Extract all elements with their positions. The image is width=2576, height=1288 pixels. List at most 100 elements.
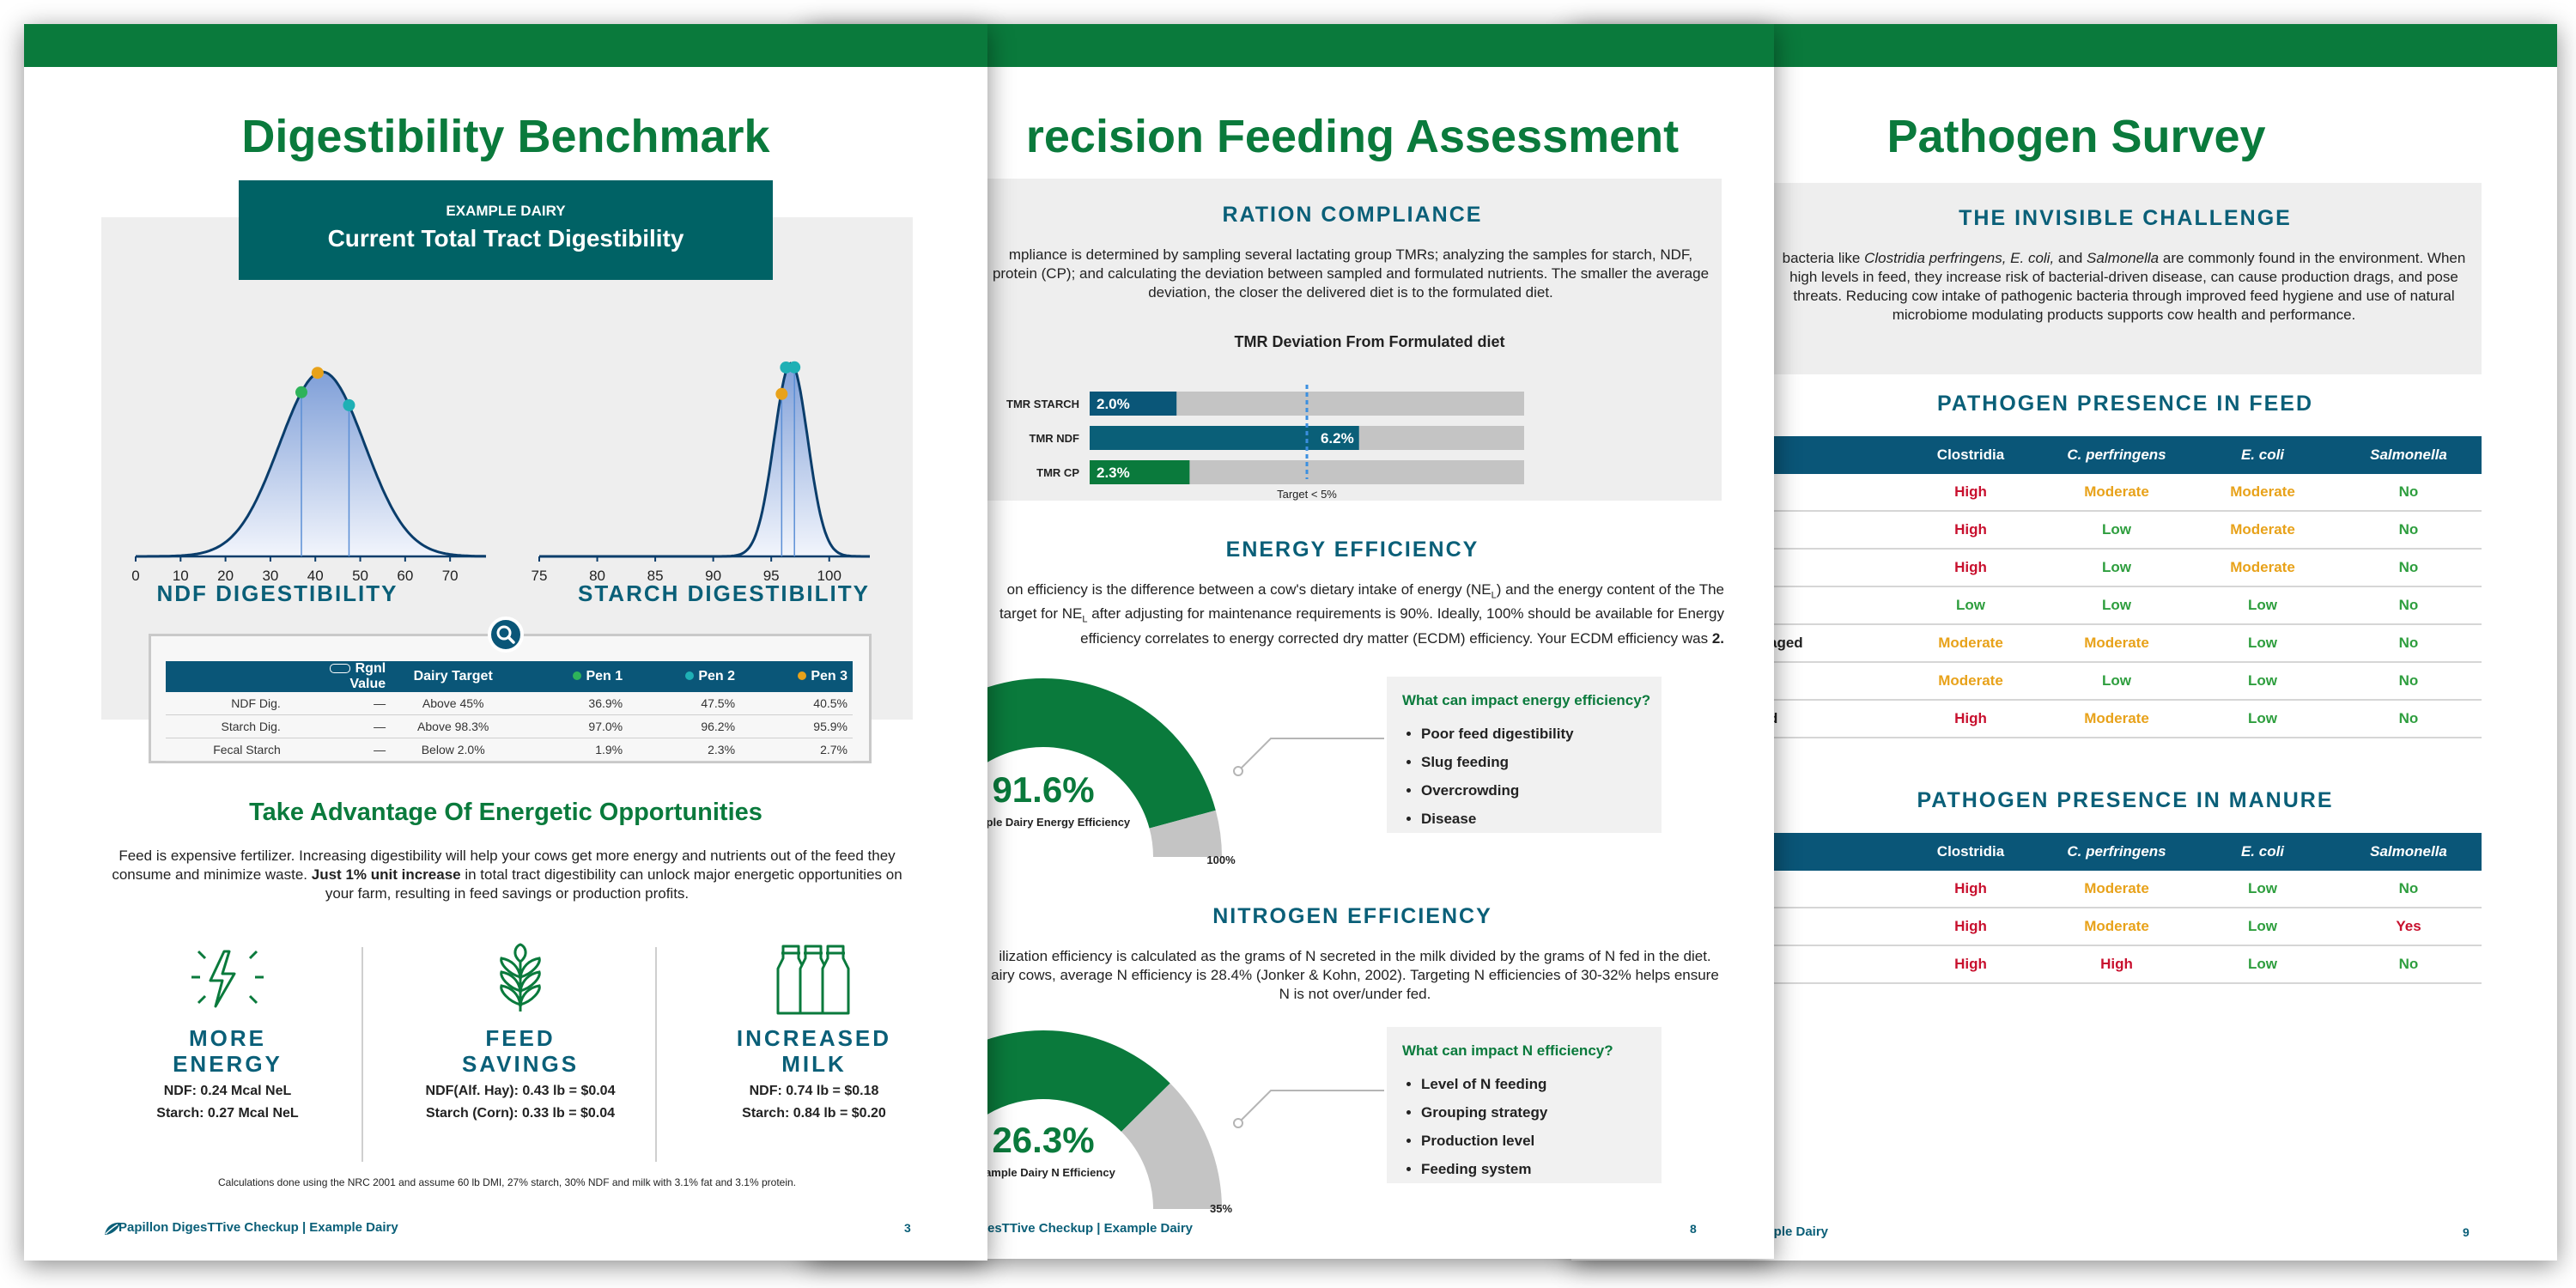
bar-value-label: 2.0% [1097,396,1130,412]
challenge-text-3: are commonly found in the environment. W… [1789,250,2466,323]
table-cell: Low [2190,624,2336,663]
starch-tick-label: 85 [647,568,664,584]
nitrogen-paragraph: ilization efficiency is calculated as th… [991,948,1719,1002]
table-cell: Low [2044,662,2190,701]
energy-paragraph: on efficiency is the difference between … [987,580,1724,648]
bar-value-label: 6.2% [1321,430,1354,447]
callout-item: Slug feeding [1421,748,1662,776]
ray-line [197,950,207,960]
bar-fill [1090,460,1190,484]
search-badge[interactable] [488,617,524,653]
table-cell: 36.9% [515,692,629,715]
row-label [1769,662,1898,701]
opportunities-heading: Take Advantage Of Energetic Opportunitie… [249,799,762,826]
tmr-chart-title: TMR Deviation From Formulated diet [1234,333,1505,350]
table-cell: Above 45% [391,692,516,715]
table-cell: No [2336,474,2482,512]
column-header-0: Clostridia [1898,833,2044,871]
dot-icon [798,671,807,680]
table-cell: Moderate [1898,662,2044,701]
nitrogen-gauge-label: Example Dairy N Efficiency [971,1166,1115,1179]
energy-text-4: after adjusting for maintenance requirem… [1091,605,1674,623]
table-cell: Below 2.0% [391,738,516,762]
column-header-1: C. perfringens [2044,436,2190,474]
bar-label: TMR STARCH [1006,398,1079,410]
page-pathogen-survey: Pathogen Survey THE INVISIBLE CHALLENGE … [1571,24,2557,1261]
column-header-text: Clostridia [1936,843,2005,860]
column-header-3: Salmonella [2336,833,2482,871]
ndf-pen-dot [343,398,355,411]
bottle-shape [821,945,850,1015]
nitrogen-factor-list: Level of N feedingGrouping strategyProdu… [1402,1070,1662,1183]
energy-callout: What can impact energy efficiency? Poor … [1387,677,1662,833]
column-header-text: E. coli [2240,447,2285,463]
callout-item: Grouping strategy [1421,1098,1662,1127]
starch-tick-label: 95 [763,568,780,584]
row-label [1769,871,1898,908]
table-cell: Moderate [2044,624,2190,663]
table-cell: Low [2190,908,2336,946]
benefit-line-1: NDF: 0.74 lb = $0.18 [749,1084,879,1098]
starch-distribution-area [539,363,870,556]
benefit-1: MORE ENERGY NDF: 0.24 Mcal NeL Starch: 0.27… [82,943,374,1125]
row-label [1769,511,1898,550]
ndf-pen-dot [311,367,324,380]
starch-pen-dot [775,387,788,400]
page-number: 9 [2463,1225,2470,1239]
table-cell: High [1898,474,2044,512]
top-leaf [513,943,527,963]
page-number: 3 [904,1221,911,1235]
right-leaf [519,984,541,1007]
row-label [1769,945,1898,984]
table-row: High Low Moderate No [1769,549,2482,587]
ndf-tick-label: 60 [397,568,413,584]
benefit-line-1: NDF(Alf. Hay): 0.43 lb = $0.04 [425,1084,616,1098]
benefit-3: INCREASED MILK NDF: 0.74 lb = $0.18 Starch:… [668,943,960,1125]
table-cell: 1.9% [515,738,629,762]
page-title: Pathogen Survey [1886,111,2266,162]
manure-pathogen-table: Clostridia C. perfringens E. coli Salmonell… [1769,833,2482,984]
column-header-2: E. coli [2190,833,2336,871]
callout-item: Level of N feeding [1421,1070,1662,1098]
table-cell: 2.7% [740,738,853,762]
ndf-distribution-area [136,372,486,556]
left-leaf [500,984,522,1007]
manure-heading: PATHOGEN PRESENCE IN MANURE [1917,788,2334,812]
table-cell: High [1898,945,2044,984]
tmr-deviation-chart: TMR STARCH 2.0% TMR NDF 6.2% TMR CP 2.3% Targe… [1006,385,1524,501]
bar-fill [1090,426,1359,450]
table-cell: No [2336,700,2482,738]
table-cell: No [2336,586,2482,625]
benefit-title-1: MORE [189,1025,266,1051]
column-header-2: E. coli [2190,436,2336,474]
table-row: Moderate Low Low No [1769,662,2482,701]
bar-value-label: 2.3% [1097,465,1130,481]
table-row: Starch Dig. — Above 98.3% 97.0% 96.2% 95.9% [166,714,853,738]
header-text: Pen 3 [811,669,848,683]
ray-line [248,950,258,960]
table-cell: Low [2190,662,2336,701]
benefit-title-1: FEED [485,1025,556,1051]
header-dairy-target: Dairy Target [391,661,516,692]
divider-2 [655,947,657,1162]
benefit-2: FEED SAVINGS NDF(Alf. Hay): 0.43 lb = $0.0… [374,943,666,1125]
column-header-text: C. perfringens [2067,843,2166,860]
column-header-text: C. perfringens [2067,447,2166,463]
table-row: High Low Moderate No [1769,511,2482,550]
page-title: recision Feeding Assessment [1025,111,1680,162]
callout-connector [1237,1090,1384,1124]
column-header-text: E. coli [2240,843,2285,860]
right-leaf [519,970,541,993]
column-header-text: Clostridia [1936,447,2005,463]
table-cell: Moderate [2190,549,2336,587]
opp-text-2: in total tract digestibility can unlock … [325,866,902,902]
table-cell: Yes [2336,908,2482,946]
column-header-1: C. perfringens [2044,833,2190,871]
page-digestibility-benchmark: Digestibility Benchmark EXAMPLE DAIRY Cu… [24,24,987,1261]
header-pen-3: Pen 3 [740,661,853,692]
table-cell: No [2336,871,2482,908]
page-number: 8 [1690,1222,1697,1236]
ndf-distribution-curve [136,370,487,558]
dot-icon [685,671,695,680]
dot-icon [573,671,582,680]
